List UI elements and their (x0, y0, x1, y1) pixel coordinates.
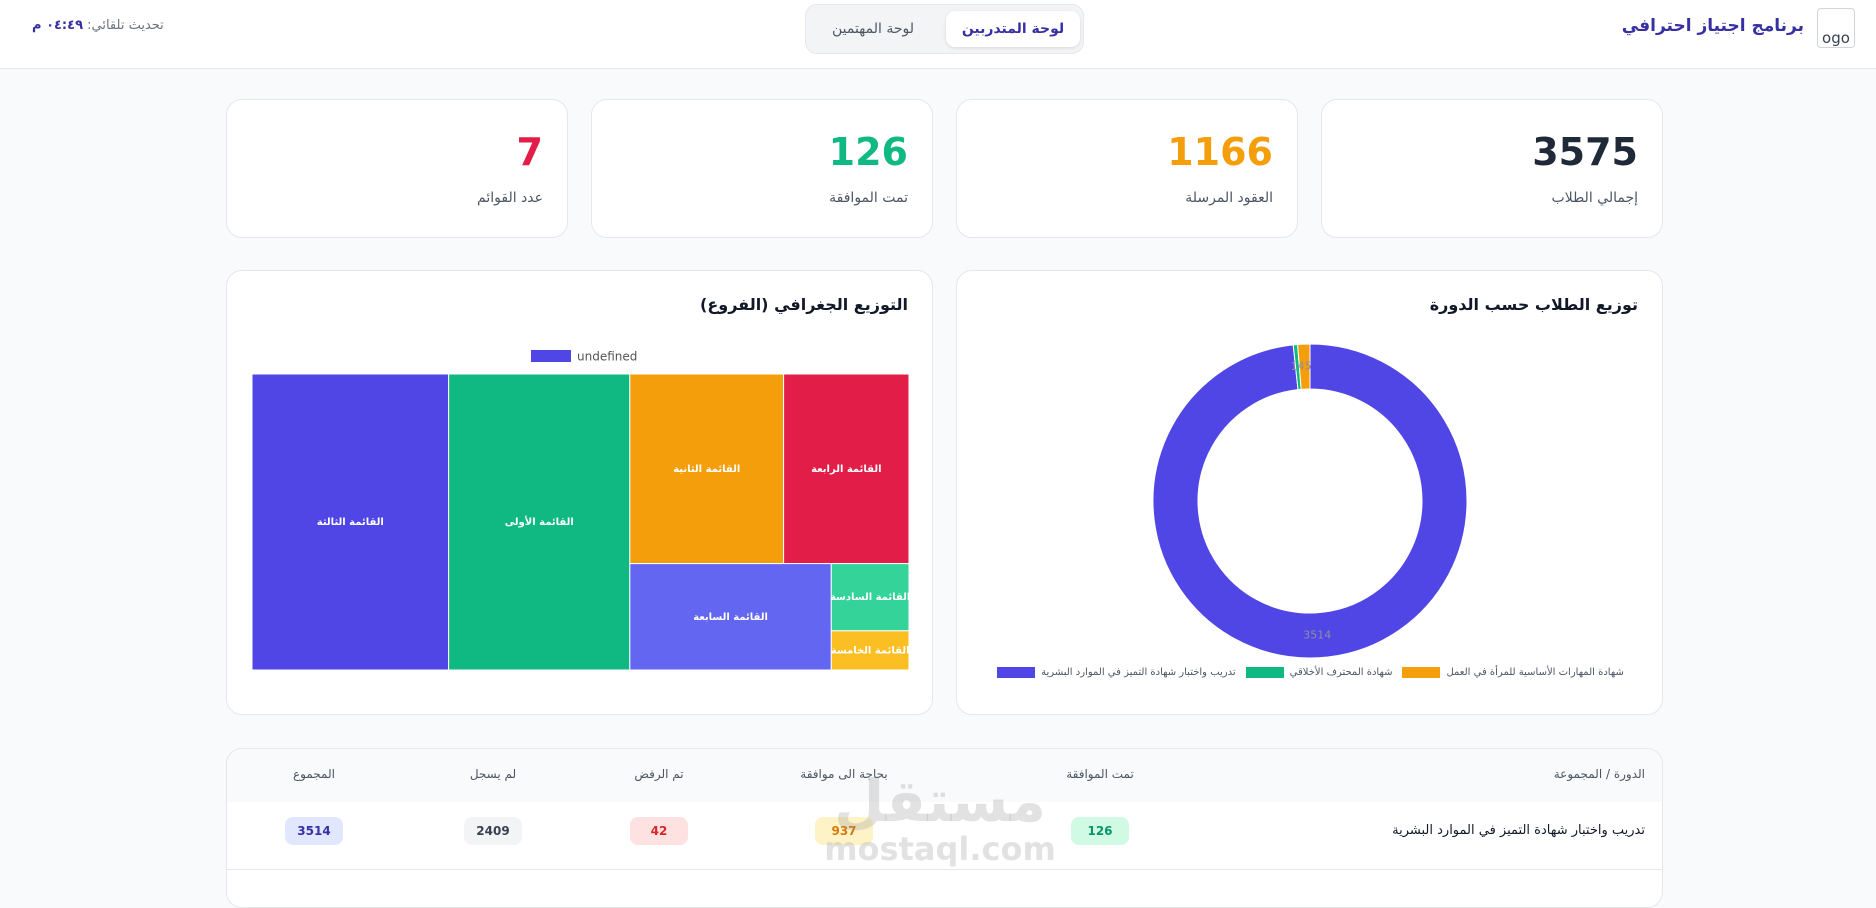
treemap-chart: القائمة الثالثة القائمة الأولى القائمة الث… (251, 350, 910, 671)
legend-label: undefined (577, 350, 637, 364)
logo: ogo (1817, 8, 1855, 48)
legend-item: شهادة المحترف الأخلاقي (1245, 667, 1393, 678)
legend-swatch (531, 350, 571, 362)
stat-label: العقود المرسلة (1185, 190, 1273, 206)
chart-title: التوزيع الجغرافي (الفروع) (700, 295, 908, 314)
update-time: ٠٤:٤٩ م (32, 18, 83, 33)
donut-panel: توزيع الطلاب حسب الدورة 3514 16 45 تدريب و… (956, 270, 1663, 715)
legend-swatch (997, 667, 1036, 678)
data-label: 45 (1298, 360, 1312, 373)
unregistered-pill: 2409 (464, 817, 522, 845)
tab-bar: لوحة المتدربين لوحة المهتمين (805, 4, 1084, 54)
chart-title: توزيع الطلاب حسب الدورة (1429, 295, 1638, 314)
legend-label: تدريب واختبار شهادة التميز في الموارد ال… (1041, 667, 1236, 678)
treemap-cell (251, 373, 450, 671)
row-divider (227, 869, 1662, 870)
legend-label: شهادة المحترف الأخلاقي (1289, 667, 1393, 678)
column-header: تم الرفض (634, 767, 684, 781)
column-header: تمت الموافقة (1066, 767, 1134, 781)
stat-label: إجمالي الطلاب (1551, 190, 1638, 206)
legend-label: شهادة المهارات الأساسية للمرأة في العمل (1446, 667, 1624, 678)
cell-label: القائمة السادسة (830, 592, 910, 603)
tab-trainees[interactable]: لوحة المتدربين (946, 11, 1080, 47)
table: الدورة / المجموعة تمت الموافقة بحاجة الى… (226, 748, 1663, 908)
treemap-cell (629, 373, 785, 565)
total-pill: 3514 (285, 817, 343, 845)
donut-segment (1152, 343, 1468, 659)
auto-update: تحديث تلقائي: ٠٤:٤٩ م (32, 18, 164, 33)
cell-label: القائمة الأولى (505, 515, 574, 528)
cell-label: القائمة الخامسة (831, 645, 910, 656)
stat-card: 3575 إجمالي الطلاب (1321, 99, 1663, 238)
pending-pill: 937 (815, 817, 873, 845)
cell-label: القائمة الرابعة (811, 464, 881, 475)
legend-item: تدريب واختبار شهادة التميز في الموارد ال… (997, 667, 1236, 678)
cell-label: القائمة الثانية (673, 464, 740, 475)
cell-label: القائمة الثالثة (317, 517, 384, 528)
approved-pill: 126 (1071, 817, 1129, 845)
stat-label: تمت الموافقة (829, 190, 908, 206)
legend: تدريب واختبار شهادة التميز في الموارد ال… (957, 667, 1664, 678)
data-label: 3514 (1303, 628, 1331, 641)
column-header: بحاجة الى موافقة (800, 767, 888, 781)
stat-card: 7 عدد القوائم (226, 99, 568, 238)
treemap-cell (830, 630, 910, 671)
treemap-cell (629, 563, 832, 671)
stat-value: 126 (828, 130, 908, 174)
stat-card: 1166 العقود المرسلة (956, 99, 1298, 238)
rejected-pill: 42 (630, 817, 688, 845)
stat-card: 126 تمت الموافقة (591, 99, 933, 238)
treemap-cell (448, 373, 631, 671)
legend-swatch (1402, 667, 1441, 678)
stat-value: 1166 (1167, 130, 1273, 174)
legend-swatch (1245, 667, 1284, 678)
treemap-cell (783, 373, 910, 565)
legend-item: شهادة المهارات الأساسية للمرأة في العمل (1402, 667, 1624, 678)
tab-interested[interactable]: لوحة المهتمين (831, 21, 914, 37)
table-header: الدورة / المجموعة تمت الموافقة بحاجة الى… (227, 749, 1662, 802)
cell-label: القائمة السابعة (693, 612, 768, 623)
donut-segment (1297, 343, 1311, 390)
brand-title: برنامج اجتياز احترافي (1621, 16, 1804, 36)
column-header: لم يسجل (469, 767, 517, 781)
course-name: تدريب واختبار شهادة التميز في الموارد ال… (1392, 823, 1645, 838)
stat-value: 3575 (1532, 130, 1638, 174)
treemap-panel: التوزيع الجغرافي (الفروع) القائمة الثالث… (226, 270, 933, 715)
column-header: المجموع (293, 767, 335, 781)
column-header: الدورة / المجموعة (1553, 767, 1645, 781)
update-label: تحديث تلقائي: (87, 18, 164, 33)
stat-label: عدد القوائم (477, 190, 543, 206)
stat-value: 7 (516, 130, 543, 174)
